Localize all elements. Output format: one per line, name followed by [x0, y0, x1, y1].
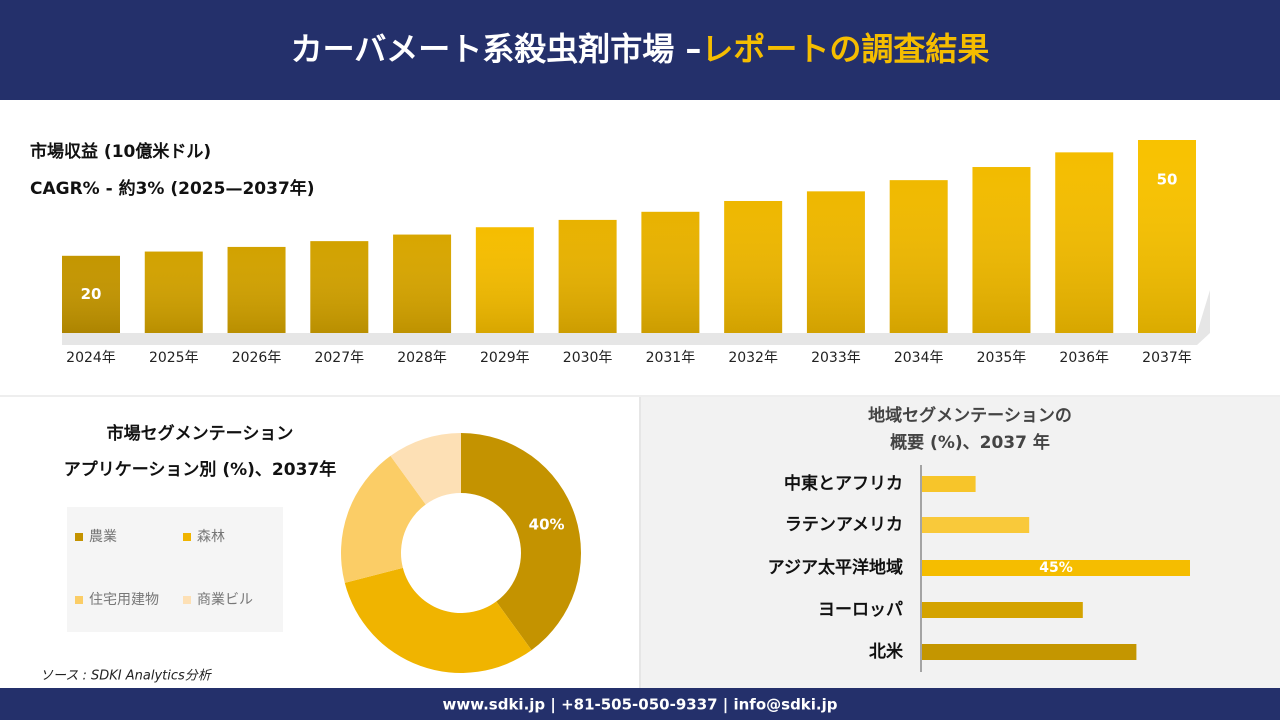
- data-label: 50: [1157, 171, 1178, 189]
- y-tick-label: アジア太平洋地域: [768, 557, 903, 578]
- legend-swatch: [75, 596, 83, 604]
- x-tick-label: 2025年: [149, 350, 199, 366]
- data-label: 45%: [1039, 560, 1073, 576]
- hbar: [922, 476, 976, 492]
- bar-shade: [558, 219, 617, 333]
- bar-shade: [227, 246, 286, 333]
- x-tick-label: 2028年: [397, 350, 447, 366]
- footer-band: [0, 688, 1280, 720]
- legend-box: [67, 507, 283, 632]
- y-tick-label: 中東とアフリカ: [784, 473, 903, 494]
- bar-shade: [62, 255, 120, 333]
- bar-chart-title: 市場収益 (10億米ドル): [30, 141, 211, 162]
- bar-shade: [806, 191, 865, 333]
- bar-shade: [144, 251, 203, 333]
- legend-label: 商業ビル: [197, 592, 253, 608]
- x-tick-label: 2029年: [480, 350, 530, 366]
- hbar: [922, 517, 1030, 533]
- x-tick-label: 2026年: [232, 350, 282, 366]
- right-panel: [641, 397, 1280, 688]
- x-tick-label: 2037年: [1142, 350, 1192, 366]
- y-tick-label: 北米: [869, 641, 904, 662]
- legend-label: 農業: [89, 529, 117, 545]
- legend-swatch: [183, 596, 191, 604]
- title-highlight: レポートの調査結果: [701, 30, 989, 68]
- data-label: 20: [81, 285, 102, 303]
- bar-shade: [1055, 152, 1114, 333]
- x-tick-label: 2032年: [728, 350, 778, 366]
- x-tick-label: 2033年: [811, 350, 861, 366]
- x-tick-label: 2027年: [314, 350, 364, 366]
- bar-shade: [641, 211, 700, 333]
- hbar-subtitle: 概要 (%)、2037 年: [890, 432, 1050, 453]
- hbar: [922, 560, 1190, 576]
- title-main: カーバメート系殺虫剤市場 –: [291, 30, 702, 68]
- y-tick-label: ラテンアメリカ: [785, 515, 903, 535]
- x-tick-label: 2031年: [646, 350, 696, 366]
- bar-shade: [889, 180, 948, 333]
- source-note: ソース : SDKI Analytics分析: [40, 669, 213, 684]
- footer-contact: www.sdki.jp | +81-505-050-9337 | info@sd…: [442, 696, 837, 715]
- bar-shade: [310, 241, 369, 333]
- hbar: [922, 644, 1137, 660]
- legend-swatch: [75, 533, 83, 541]
- page-title: カーバメート系殺虫剤市場 –レポートの調査結果: [291, 30, 990, 68]
- donut-subtitle: アプリケーション別 (%)、2037年: [64, 459, 336, 480]
- legend-label: 住宅用建物: [89, 592, 159, 608]
- legend-label: 森林: [197, 529, 225, 545]
- x-tick-label: 2034年: [894, 350, 944, 366]
- bar-shadow: [62, 290, 1210, 345]
- header-band: [0, 0, 1280, 100]
- bar-shade: [724, 200, 783, 333]
- donut-segment: [341, 455, 426, 583]
- y-tick-label: ヨーロッパ: [818, 600, 903, 620]
- bar-chart-subtitle: CAGR% - 約3% (2025—2037年): [30, 178, 315, 199]
- donut-segment: [390, 433, 461, 505]
- data-label: 40%: [529, 516, 565, 534]
- hbar: [922, 602, 1083, 618]
- bar-shade: [972, 167, 1031, 333]
- donut-title: 市場セグメンテーション: [107, 423, 294, 444]
- bar-shade: [475, 227, 534, 333]
- legend-swatch: [183, 533, 191, 541]
- donut-segment: [461, 433, 582, 651]
- x-tick-label: 2024年: [66, 350, 116, 366]
- donut-segment: [344, 567, 532, 674]
- x-tick-label: 2036年: [1059, 350, 1109, 366]
- x-tick-label: 2030年: [563, 350, 613, 366]
- bar-shade: [393, 234, 452, 333]
- bar-shade: [1138, 140, 1196, 333]
- x-tick-label: 2035年: [977, 350, 1027, 366]
- hbar-title: 地域セグメンテーションの: [868, 405, 1072, 426]
